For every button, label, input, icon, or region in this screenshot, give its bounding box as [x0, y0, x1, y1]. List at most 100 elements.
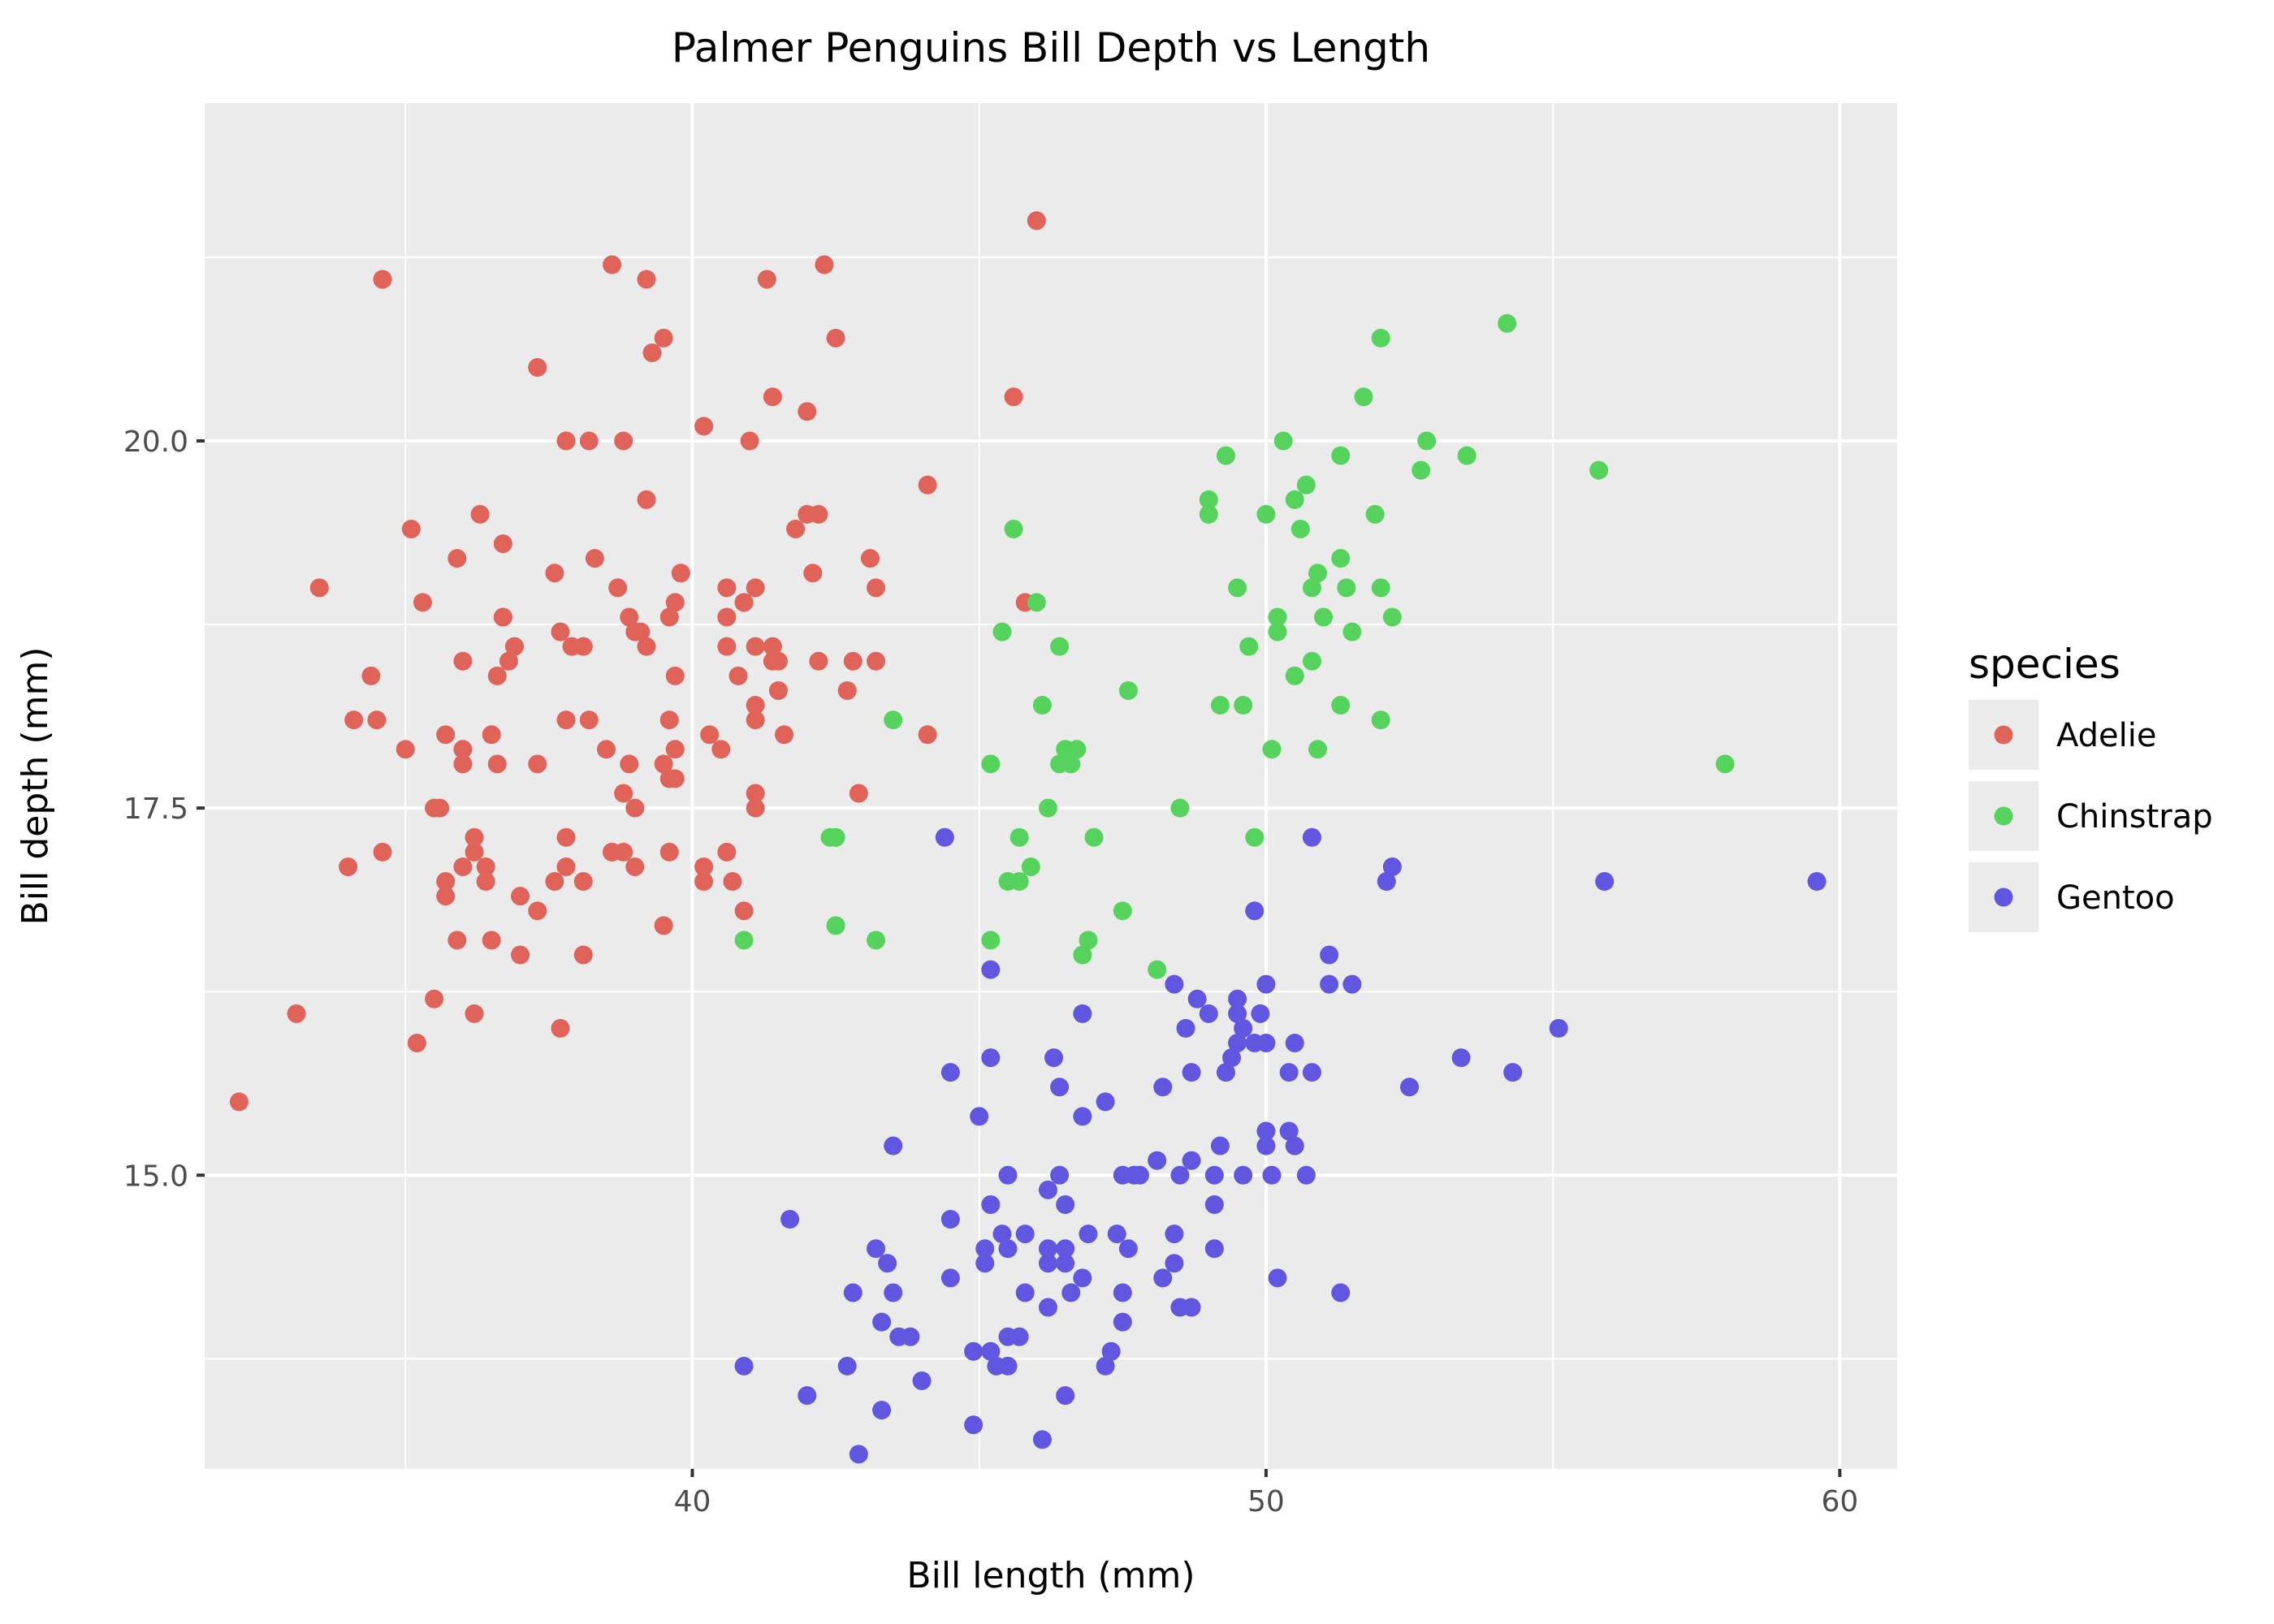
x-tick-label: 60 — [1821, 1485, 1858, 1518]
point-gentoo — [1038, 1180, 1057, 1199]
point-gentoo — [1153, 1268, 1173, 1288]
point-gentoo — [1228, 989, 1247, 1009]
point-adelie — [694, 872, 714, 892]
point-adelie — [746, 798, 765, 818]
point-adelie — [573, 945, 593, 965]
point-chinstrap — [1498, 313, 1517, 333]
point-chinstrap — [1079, 931, 1098, 950]
point-gentoo — [1153, 1078, 1173, 1097]
legend-label-gentoo: Gentoo — [2056, 879, 2175, 917]
point-adelie — [401, 519, 421, 538]
point-gentoo — [940, 1063, 960, 1082]
point-chinstrap — [1302, 578, 1321, 598]
point-adelie — [728, 666, 748, 685]
point-adelie — [631, 622, 651, 641]
point-adelie — [717, 842, 737, 862]
point-adelie — [476, 872, 495, 892]
point-adelie — [482, 931, 501, 950]
point-chinstrap — [884, 710, 903, 730]
point-chinstrap — [1290, 519, 1310, 538]
point-gentoo — [878, 1254, 897, 1273]
point-adelie — [499, 651, 518, 671]
x-tick-label: 40 — [674, 1485, 711, 1518]
point-adelie — [504, 637, 524, 656]
point-adelie — [545, 564, 564, 583]
point-adelie — [573, 637, 593, 656]
point-chinstrap — [1337, 578, 1356, 598]
legend-items: Adelie Chinstrap Gentoo — [1969, 700, 2213, 932]
point-adelie — [671, 564, 690, 583]
point-gentoo — [1251, 1004, 1270, 1023]
point-gentoo — [1245, 901, 1265, 921]
point-adelie — [746, 710, 765, 730]
point-gentoo — [1079, 1224, 1098, 1244]
point-adelie — [620, 754, 639, 774]
point-adelie — [511, 945, 530, 965]
point-gentoo — [1182, 1151, 1201, 1170]
point-adelie — [620, 607, 639, 627]
point-gentoo — [1176, 1018, 1195, 1038]
point-adelie — [837, 680, 857, 700]
point-chinstrap — [1371, 578, 1390, 598]
legend-marker-gentoo — [1994, 888, 2013, 907]
point-adelie — [815, 255, 834, 274]
minor-gridlines — [205, 103, 1897, 1469]
point-adelie — [556, 827, 576, 847]
point-adelie — [768, 680, 788, 700]
point-gentoo — [1382, 857, 1402, 876]
point-gentoo — [964, 1415, 984, 1435]
point-adelie — [1027, 211, 1046, 231]
point-adelie — [1004, 387, 1023, 407]
point-gentoo — [1331, 1283, 1351, 1302]
point-gentoo — [1228, 1034, 1247, 1053]
point-gentoo — [1204, 1239, 1224, 1259]
point-adelie — [637, 270, 656, 289]
point-gentoo — [1148, 1151, 1167, 1170]
point-gentoo — [1015, 1224, 1035, 1244]
point-gentoo — [1256, 1121, 1276, 1141]
point-gentoo — [1096, 1356, 1115, 1376]
point-adelie — [493, 607, 512, 627]
point-gentoo — [940, 1210, 960, 1229]
point-adelie — [637, 637, 656, 656]
point-gentoo — [1101, 1341, 1121, 1361]
point-adelie — [528, 358, 547, 378]
point-gentoo — [992, 1224, 1012, 1244]
point-adelie — [373, 842, 392, 862]
point-chinstrap — [1021, 857, 1040, 876]
point-adelie — [465, 1004, 484, 1023]
point-gentoo — [981, 1194, 1001, 1214]
point-gentoo — [1050, 1078, 1070, 1097]
point-gentoo — [1032, 1430, 1052, 1449]
point-chinstrap — [1210, 696, 1230, 715]
point-adelie — [717, 637, 737, 656]
point-chinstrap — [826, 827, 845, 847]
point-chinstrap — [1009, 872, 1029, 892]
point-gentoo — [1073, 1268, 1092, 1288]
point-gentoo — [780, 1210, 800, 1229]
point-adelie — [775, 725, 794, 745]
point-gentoo — [1222, 1048, 1242, 1068]
point-adelie — [603, 255, 622, 274]
point-adelie — [573, 872, 593, 892]
point-gentoo — [849, 1445, 868, 1464]
point-adelie — [528, 754, 547, 774]
point-adelie — [763, 387, 782, 407]
point-chinstrap — [1199, 490, 1218, 509]
point-adelie — [493, 534, 512, 554]
point-adelie — [734, 593, 754, 612]
point-gentoo — [998, 1356, 1018, 1376]
point-adelie — [654, 754, 673, 774]
point-adelie — [608, 578, 628, 598]
data-points — [229, 211, 1827, 1464]
point-chinstrap — [1589, 460, 1609, 480]
point-adelie — [860, 549, 880, 568]
point-adelie — [373, 270, 392, 289]
point-adelie — [746, 784, 765, 803]
point-chinstrap — [992, 622, 1012, 641]
point-gentoo — [1118, 1239, 1138, 1259]
point-gentoo — [1165, 1224, 1184, 1244]
chart-title: Palmer Penguins Bill Depth vs Length — [672, 24, 1430, 71]
point-adelie — [867, 578, 886, 598]
point-gentoo — [1285, 1136, 1304, 1155]
